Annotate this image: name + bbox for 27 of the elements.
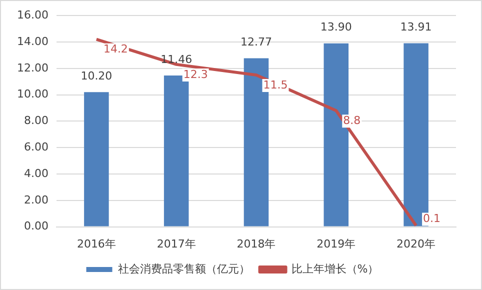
x-tick-label: 2017年 — [156, 237, 196, 250]
data-label: 12.77 — [240, 36, 272, 49]
data-label: 13.90 — [320, 20, 352, 34]
y-tick-label: 8.00 — [24, 114, 48, 128]
data-label: 11.5 — [263, 78, 288, 92]
y-tick-label: 10.00 — [16, 88, 48, 101]
y-tick-label: 12.00 — [16, 61, 48, 74]
x-tick-label: 2020年 — [396, 237, 436, 250]
legend-label: 比上年增长（%） — [291, 262, 379, 276]
x-tick-label: 2019年 — [316, 237, 356, 250]
data-label: 11.46 — [160, 52, 192, 66]
y-tick-label: 14.00 — [16, 34, 48, 48]
data-label: 0.1 — [423, 212, 441, 226]
data-label: 14.2 — [103, 42, 128, 56]
y-tick-label: 0.00 — [24, 220, 48, 233]
x-tick-label: 2018年 — [236, 237, 276, 250]
legend-label: 社会消费品零售额（亿元） — [118, 262, 250, 276]
data-label: 12.3 — [183, 68, 208, 81]
data-label: 8.8 — [343, 114, 361, 127]
x-tick-label: 2016年 — [76, 237, 116, 250]
y-tick-label: 16.00 — [16, 8, 48, 22]
bar — [84, 92, 109, 226]
data-label: 10.20 — [80, 70, 112, 83]
y-tick-label: 2.00 — [24, 193, 48, 206]
y-tick-label: 6.00 — [24, 140, 48, 154]
data-label: 13.91 — [400, 20, 432, 34]
y-tick-label: 4.00 — [24, 166, 48, 180]
